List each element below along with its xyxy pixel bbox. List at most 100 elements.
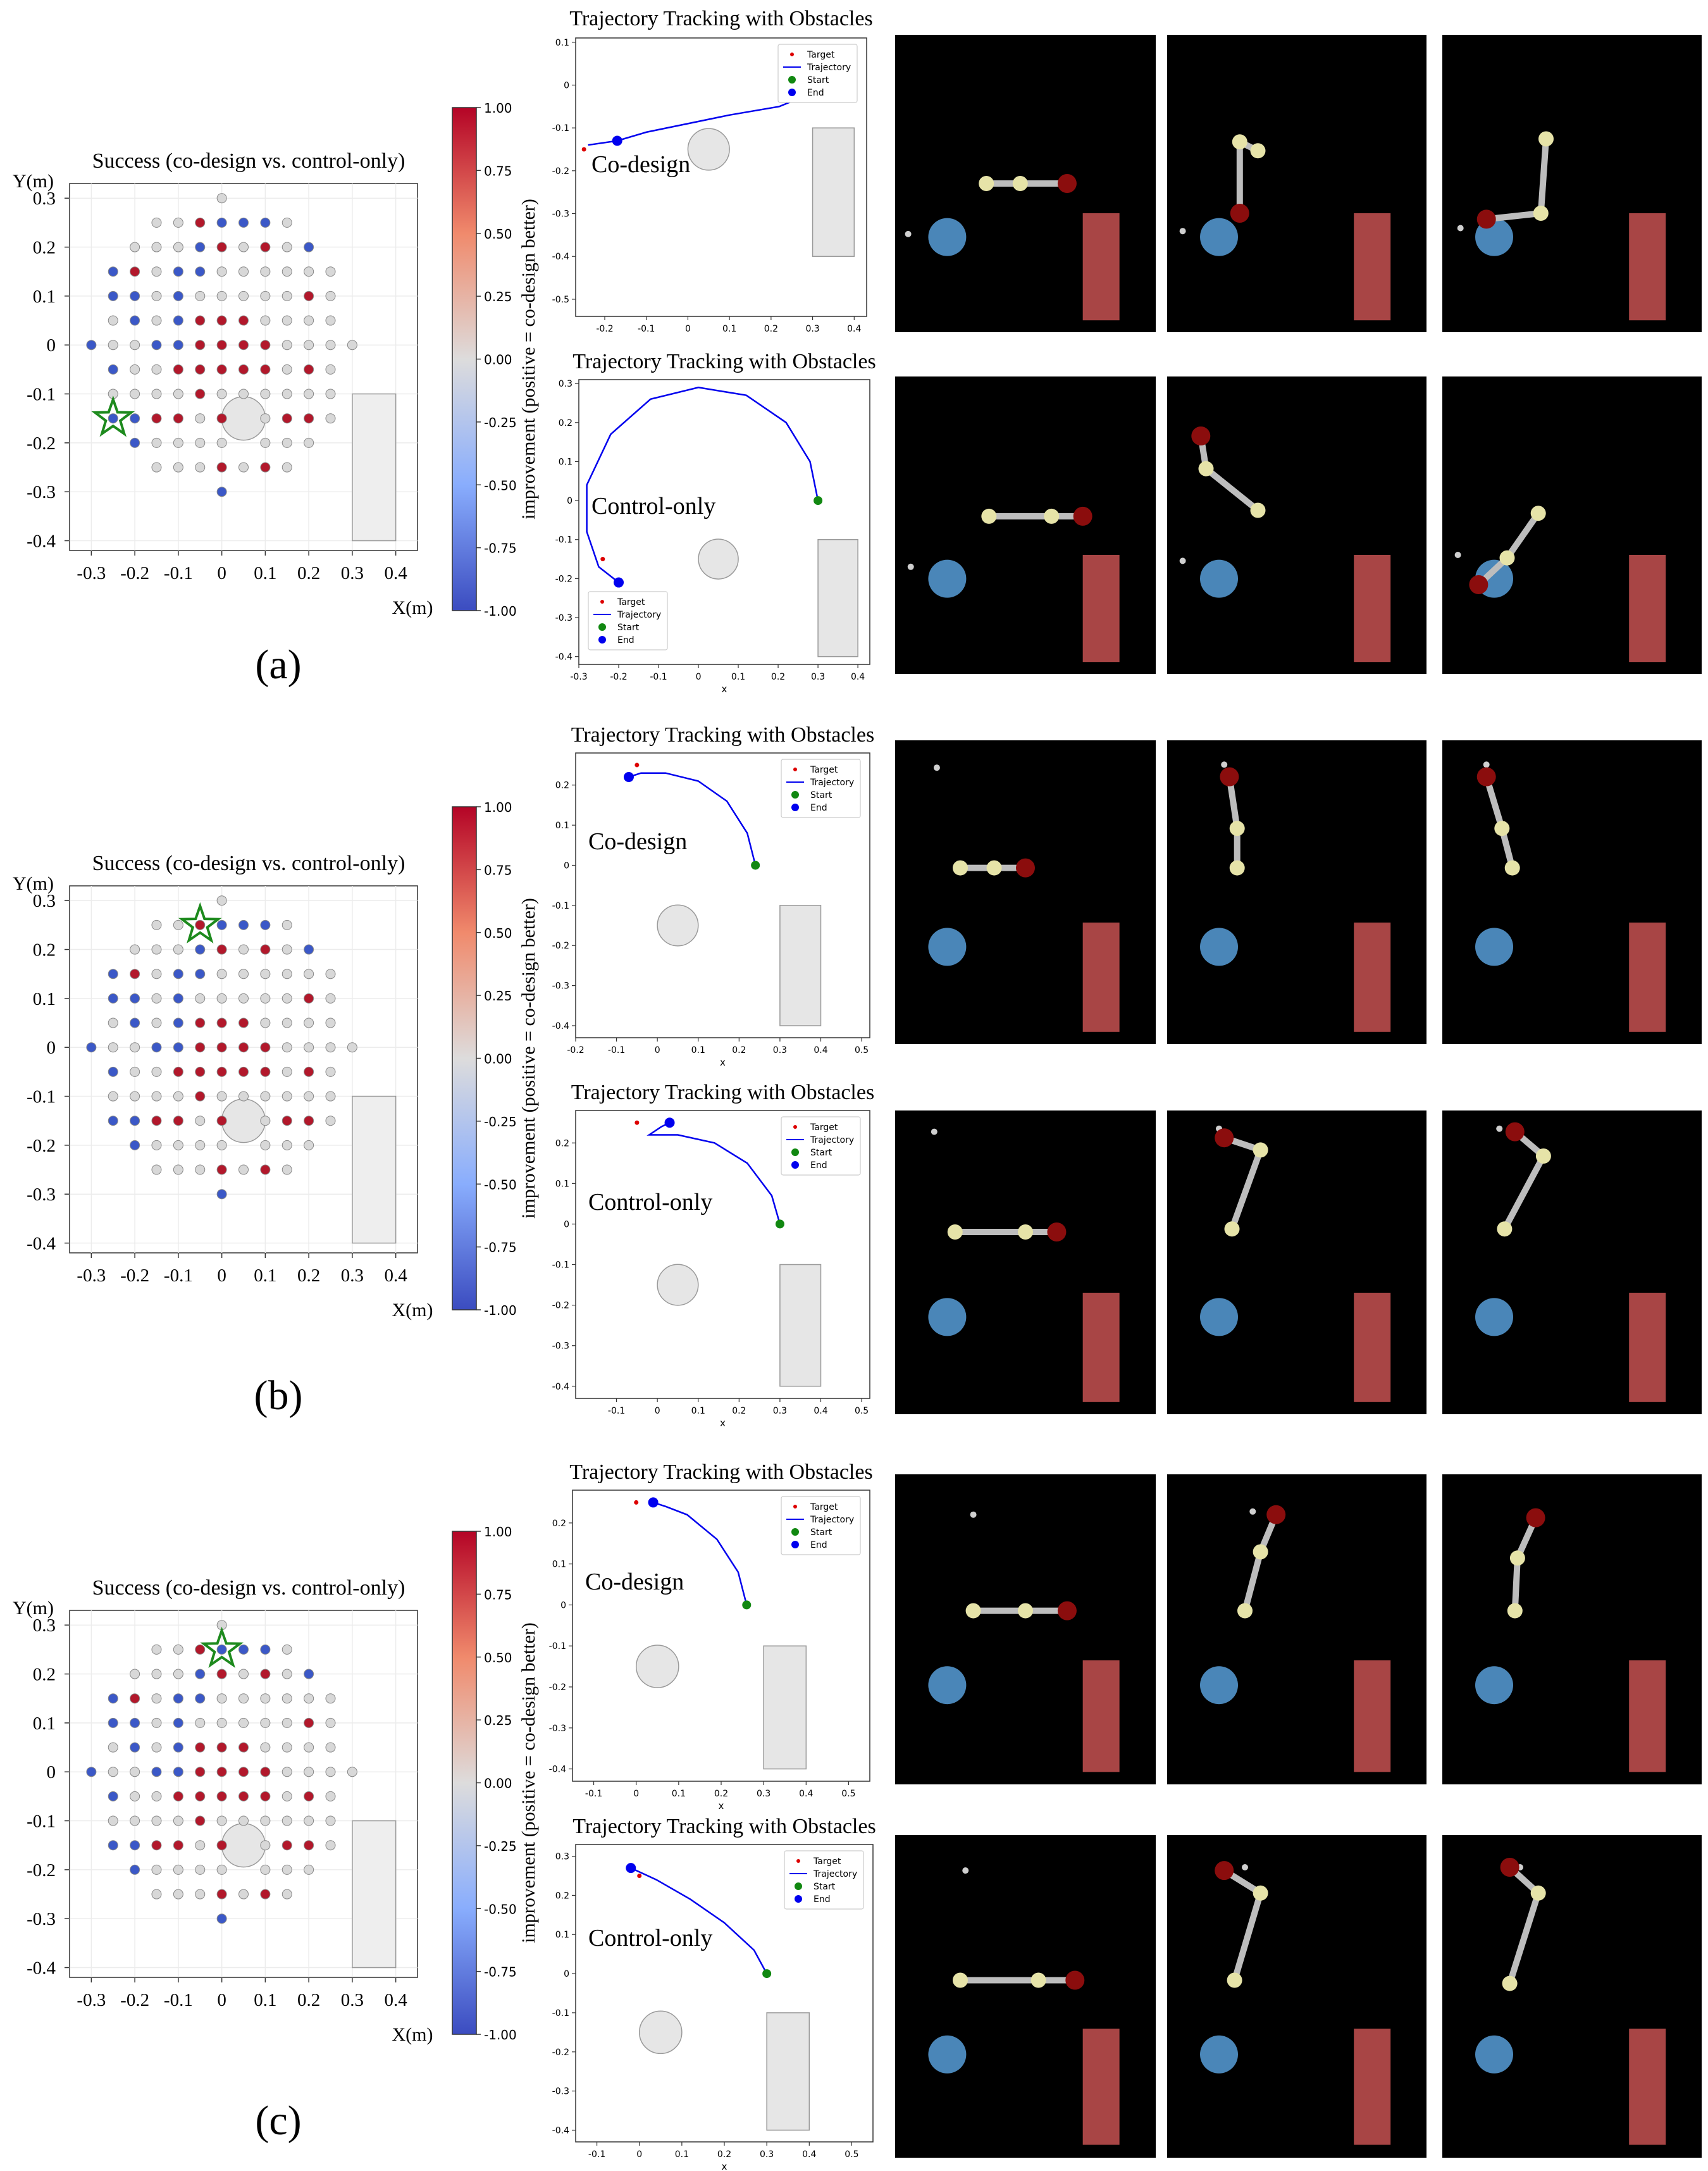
data-point — [304, 1840, 314, 1851]
data-point — [195, 315, 206, 326]
data-point — [260, 242, 271, 252]
method-label: Co-design — [585, 1569, 684, 1595]
sim-obstacle-ball — [1200, 1298, 1238, 1336]
data-point — [86, 340, 97, 351]
sim-target-dot — [970, 1511, 977, 1518]
sim-arm-elbow-joint — [1253, 1885, 1268, 1901]
tick-label-y: 0.1 — [33, 989, 56, 1009]
tick-label-x: -0.2 — [120, 1990, 149, 2010]
chart-title: Success (co-design vs. control-only) — [92, 149, 405, 173]
method-label: Control-only — [591, 493, 715, 519]
data-point — [130, 1840, 140, 1851]
data-point — [216, 1164, 227, 1175]
obstacle-rect — [779, 1264, 822, 1387]
data-point — [151, 1791, 162, 1801]
data-point — [216, 1717, 227, 1728]
data-point — [216, 1889, 227, 1900]
obstacle-circle — [657, 1264, 699, 1306]
sim-obstacle-ball — [928, 1666, 967, 1705]
data-point — [325, 1017, 336, 1028]
sim-obstacle-box — [1354, 213, 1391, 321]
tick-label-x: 0 — [217, 1990, 226, 2010]
data-point — [260, 1017, 271, 1028]
data-point — [260, 1840, 271, 1851]
data-point — [173, 1017, 183, 1028]
obstacle-rect — [352, 393, 397, 542]
data-point — [238, 389, 249, 399]
tick-label-y: 0.1 — [555, 1179, 569, 1189]
data-point — [325, 1791, 336, 1801]
data-point — [347, 1767, 357, 1777]
tick-label-y: 0 — [564, 1969, 569, 1979]
tick-label-y: 0.3 — [33, 189, 56, 209]
legend-label: End — [810, 1540, 827, 1550]
data-point — [173, 1815, 183, 1826]
data-point — [282, 1693, 292, 1704]
data-point — [195, 340, 206, 351]
data-point — [260, 993, 271, 1004]
data-point — [325, 1717, 336, 1728]
data-point — [195, 1017, 206, 1028]
colorbar-tick-label: -0.50 — [484, 478, 517, 493]
colorbar-tick-label: 1.00 — [484, 800, 512, 815]
data-point — [260, 1116, 271, 1126]
tick-label-y: -0.1 — [552, 123, 569, 134]
data-point — [304, 290, 314, 301]
chart-title: Trajectory Tracking with Obstacles — [571, 1081, 874, 1104]
start-marker — [814, 496, 823, 506]
sim-arm-base-joint — [979, 176, 994, 191]
sim-arm-base-joint — [1504, 860, 1520, 876]
tick-label-y: -0.2 — [552, 941, 569, 951]
data-point — [260, 266, 271, 277]
data-point — [195, 1116, 206, 1126]
start-marker — [742, 1600, 752, 1610]
tick-label-x: -0.1 — [608, 1406, 625, 1416]
tick-label-y: 0.2 — [33, 940, 56, 961]
data-point — [108, 1791, 118, 1801]
data-point — [304, 969, 314, 980]
chart-title: Success (co-design vs. control-only) — [92, 852, 405, 875]
sim-obstacle-box — [1082, 555, 1120, 662]
trajectory-line — [628, 772, 757, 866]
tick-label-x: -0.3 — [77, 1990, 106, 2010]
tick-label-x: -0.1 — [164, 1990, 193, 2010]
tick-label-y: -0.3 — [552, 2087, 569, 2097]
colorbar-tick-label: 0.25 — [484, 988, 512, 1004]
tick-label-y: -0.2 — [27, 433, 56, 454]
end-marker — [623, 772, 634, 783]
tick-label-y: 0 — [564, 1219, 569, 1229]
data-point — [325, 993, 336, 1004]
data-point — [304, 389, 314, 399]
legend-swatch-target — [796, 1859, 800, 1863]
data-point — [282, 1116, 292, 1126]
data-point — [216, 895, 227, 906]
legend-label: End — [810, 803, 827, 813]
tick-label-x: 0.4 — [385, 563, 408, 583]
data-point — [216, 462, 227, 473]
data-point — [325, 290, 336, 301]
colorbar — [452, 1531, 477, 2035]
data-point — [173, 1140, 183, 1150]
data-point — [173, 413, 183, 424]
tick-label-x: 0.4 — [847, 324, 861, 334]
sim-target-dot — [1179, 228, 1186, 235]
sim-frame — [1442, 1110, 1702, 1414]
data-point — [151, 290, 162, 301]
tick-label-x: 0 — [636, 2149, 642, 2160]
data-point — [282, 1066, 292, 1077]
legend-label: Start — [807, 75, 829, 85]
data-point — [195, 1767, 206, 1777]
legend-label: Trajectory — [813, 1869, 857, 1879]
data-point — [260, 1889, 271, 1900]
sim-target-dot — [1221, 761, 1228, 768]
data-point — [173, 1091, 183, 1102]
data-point — [216, 1693, 227, 1704]
panel-label-b: (b) — [254, 1372, 303, 1419]
data-point — [347, 1042, 357, 1053]
data-point — [282, 1042, 292, 1053]
data-point — [347, 340, 357, 351]
legend-box — [784, 1850, 864, 1910]
data-point — [260, 944, 271, 955]
data-point — [173, 1767, 183, 1777]
